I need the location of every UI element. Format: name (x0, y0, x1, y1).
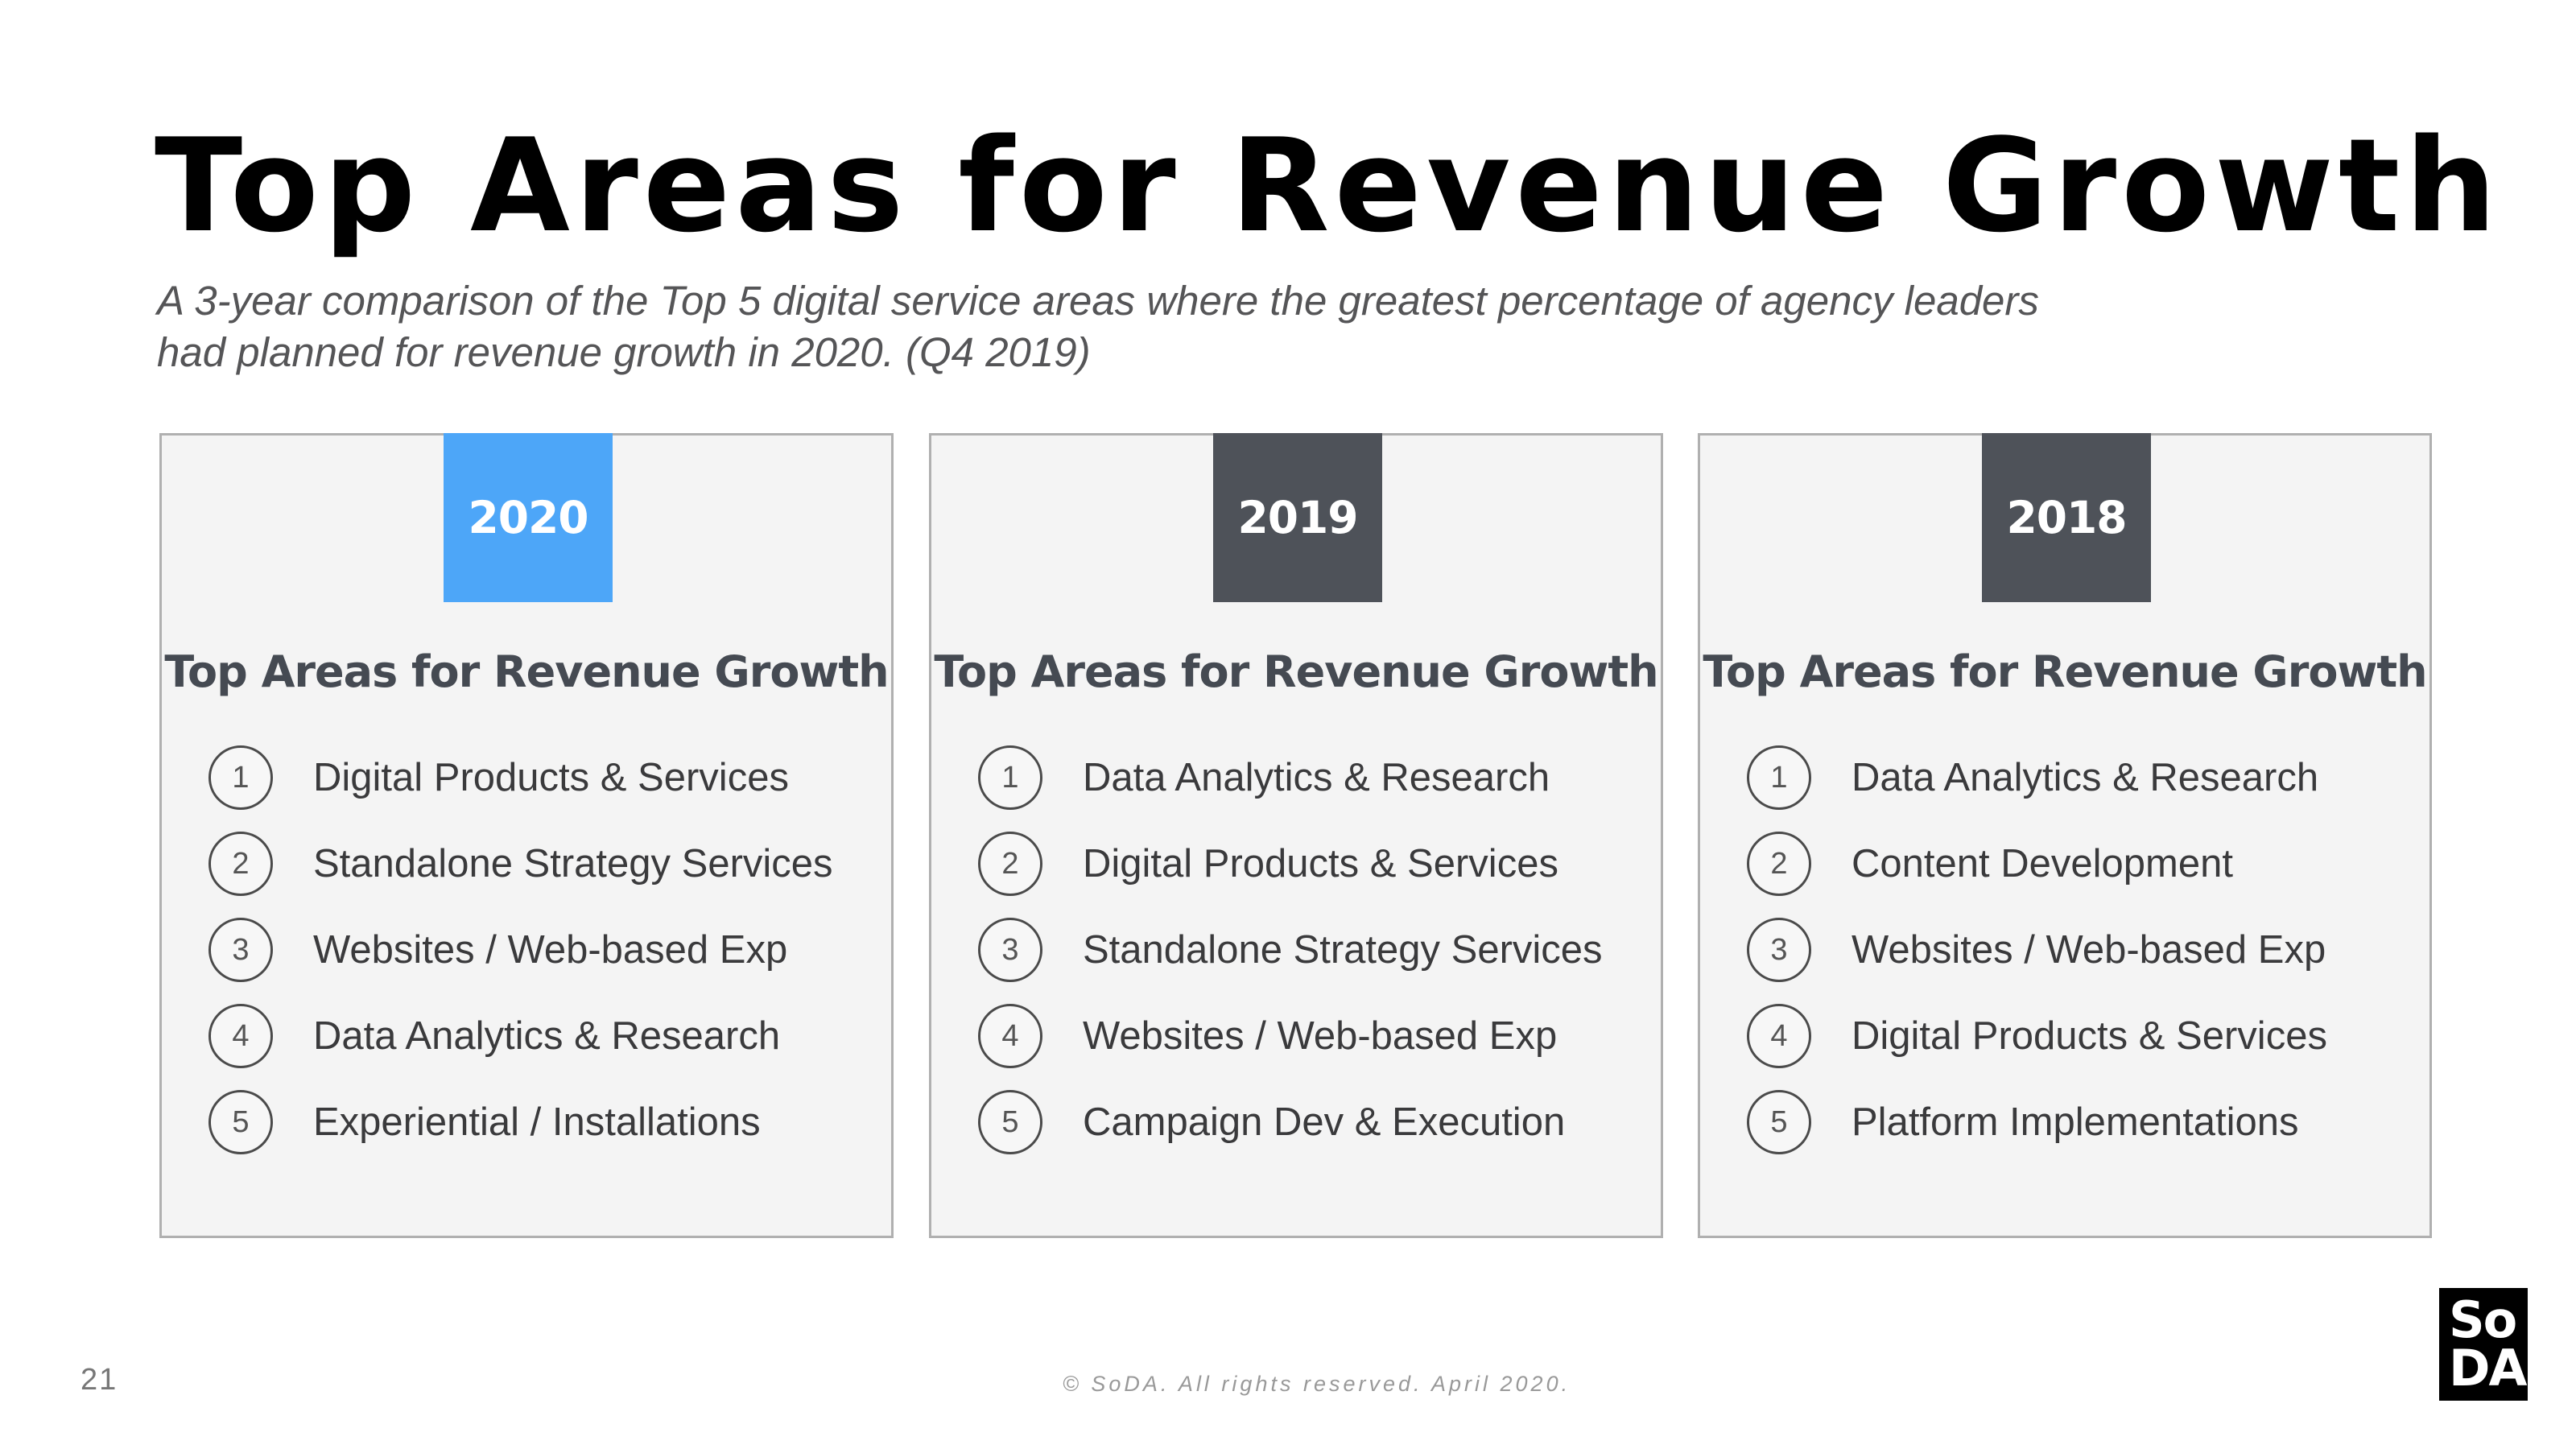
list-item: 4 Digital Products & Services (1747, 1002, 2327, 1070)
year-tab-2018: 2018 (1982, 433, 2151, 602)
page-subtitle: A 3-year comparison of the Top 5 digital… (157, 275, 2169, 378)
rank-label: Standalone Strategy Services (313, 842, 833, 886)
list-item: 1 Data Analytics & Research (978, 744, 1603, 811)
card-2019: 2019 Top Areas for Revenue Growth 1 Data… (929, 433, 1663, 1238)
list-item: 1 Digital Products & Services (208, 744, 833, 811)
rank-label: Standalone Strategy Services (1083, 928, 1603, 972)
rank-label: Digital Products & Services (1083, 842, 1558, 886)
rank-label: Data Analytics & Research (1083, 756, 1550, 799)
list-item: 2 Digital Products & Services (978, 830, 1603, 898)
rank-label: Content Development (1852, 842, 2233, 886)
subtitle-line-2: had planned for revenue growth in 2020. … (157, 329, 1091, 375)
rank-number: 2 (978, 832, 1042, 896)
rank-label: Platform Implementations (1852, 1100, 2299, 1144)
rank-number: 3 (1747, 918, 1811, 982)
rank-label: Digital Products & Services (1852, 1014, 2327, 1058)
rank-label: Digital Products & Services (313, 756, 789, 799)
list-item: 5 Campaign Dev & Execution (978, 1088, 1603, 1156)
list-item: 5 Platform Implementations (1747, 1088, 2327, 1156)
page-title: Top Areas for Revenue Growth (155, 110, 2502, 261)
subtitle-line-1: A 3-year comparison of the Top 5 digital… (157, 278, 2039, 324)
rank-label: Campaign Dev & Execution (1083, 1100, 1566, 1144)
card-heading: Top Areas for Revenue Growth (1703, 646, 2427, 697)
rank-label: Data Analytics & Research (1852, 756, 2319, 799)
rank-number: 3 (978, 918, 1042, 982)
rank-number: 2 (208, 832, 273, 896)
rank-list: 1 Data Analytics & Research 2 Digital Pr… (978, 744, 1603, 1174)
rank-number: 4 (208, 1004, 273, 1068)
rank-label: Websites / Web-based Exp (1852, 928, 2326, 972)
list-item: 2 Content Development (1747, 830, 2327, 898)
rank-number: 5 (208, 1090, 273, 1154)
list-item: 2 Standalone Strategy Services (208, 830, 833, 898)
year-tab-2019: 2019 (1213, 433, 1382, 602)
rank-number: 1 (208, 745, 273, 810)
copyright-notice: © SoDA. All rights reserved. April 2020. (1063, 1372, 1571, 1396)
card-2018: 2018 Top Areas for Revenue Growth 1 Data… (1698, 433, 2432, 1238)
rank-number: 4 (1747, 1004, 1811, 1068)
rank-number: 4 (978, 1004, 1042, 1068)
logo-line-1: So (2449, 1290, 2517, 1349)
rank-number: 5 (1747, 1090, 1811, 1154)
list-item: 1 Data Analytics & Research (1747, 744, 2327, 811)
rank-label: Experiential / Installations (313, 1100, 761, 1144)
year-tab-2020: 2020 (444, 433, 613, 602)
rank-number: 2 (1747, 832, 1811, 896)
rank-number: 1 (978, 745, 1042, 810)
soda-logo: So DA (2439, 1288, 2528, 1401)
rank-label: Data Analytics & Research (313, 1014, 781, 1058)
card-2020: 2020 Top Areas for Revenue Growth 1 Digi… (159, 433, 894, 1238)
list-item: 3 Websites / Web-based Exp (1747, 916, 2327, 984)
logo-line-2: DA (2449, 1339, 2527, 1397)
rank-number: 5 (978, 1090, 1042, 1154)
rank-number: 1 (1747, 745, 1811, 810)
list-item: 4 Data Analytics & Research (208, 1002, 833, 1070)
rank-list: 1 Digital Products & Services 2 Standalo… (208, 744, 833, 1174)
list-item: 3 Websites / Web-based Exp (208, 916, 833, 984)
card-heading: Top Areas for Revenue Growth (934, 646, 1658, 697)
list-item: 5 Experiential / Installations (208, 1088, 833, 1156)
list-item: 4 Websites / Web-based Exp (978, 1002, 1603, 1070)
page-number: 21 (80, 1363, 118, 1397)
card-heading: Top Areas for Revenue Growth (164, 646, 889, 697)
list-item: 3 Standalone Strategy Services (978, 916, 1603, 984)
rank-number: 3 (208, 918, 273, 982)
rank-list: 1 Data Analytics & Research 2 Content De… (1747, 744, 2327, 1174)
rank-label: Websites / Web-based Exp (313, 928, 788, 972)
rank-label: Websites / Web-based Exp (1083, 1014, 1558, 1058)
